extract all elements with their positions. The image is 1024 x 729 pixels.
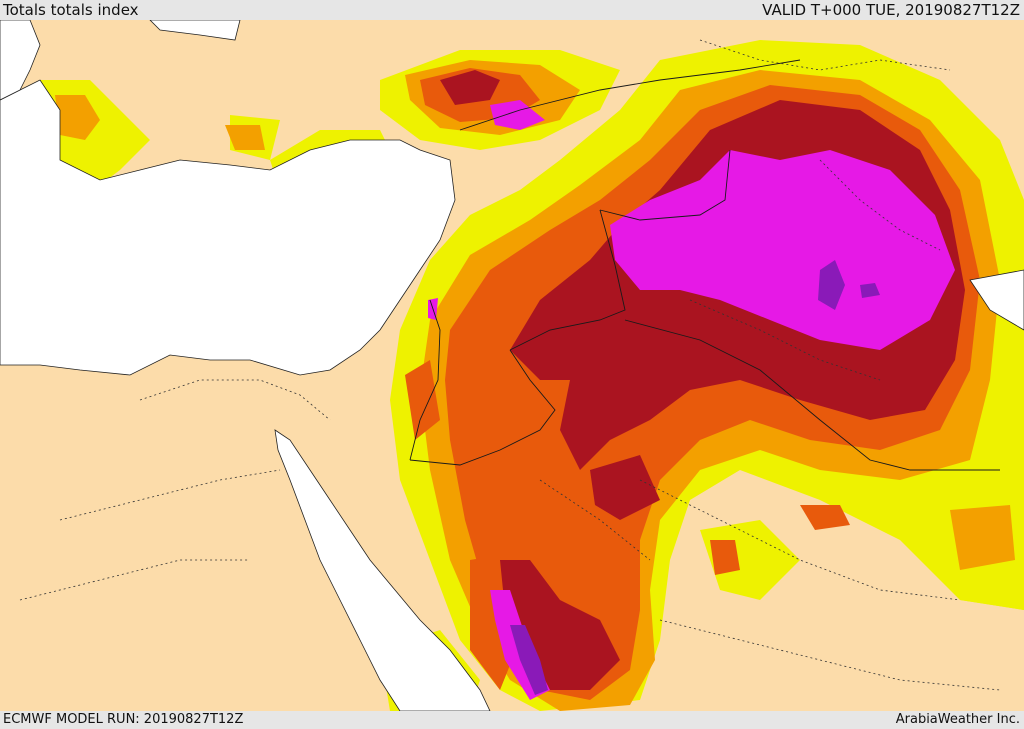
aegean-sea: [0, 20, 41, 101]
country-borders: [409, 59, 1000, 471]
black-sea-edge: [149, 20, 241, 41]
persian-gulf: [969, 269, 1024, 331]
sea-areas: [0, 20, 1024, 711]
map-header: Totals totals index VALID T+000 TUE, 201…: [0, 0, 1024, 20]
province-borders: [19, 39, 1001, 691]
valid-time: VALID T+000 TUE, 20190827T12Z: [762, 1, 1020, 19]
mediterranean-sea: [0, 79, 456, 376]
red-sea: [274, 429, 491, 711]
model-run-label: ECMWF MODEL RUN: 20190827T12Z: [3, 712, 244, 727]
map-footer: ECMWF MODEL RUN: 20190827T12Z ArabiaWeat…: [0, 711, 1024, 729]
tt-purple-level: [510, 260, 880, 695]
map-title: Totals totals index: [3, 1, 139, 19]
totals-index-map: [0, 20, 1024, 711]
credit-label: ArabiaWeather Inc.: [895, 712, 1020, 727]
